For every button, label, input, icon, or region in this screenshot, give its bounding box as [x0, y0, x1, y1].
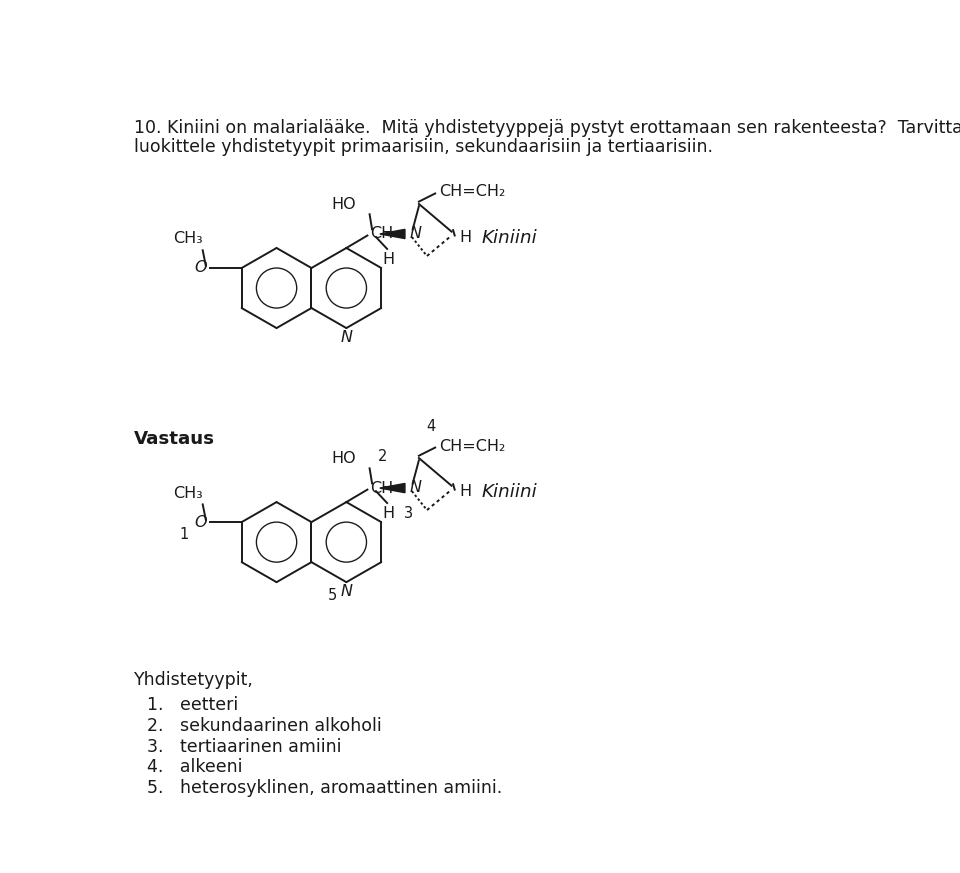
Text: N: N: [410, 226, 421, 241]
Text: CH=CH₂: CH=CH₂: [439, 184, 505, 199]
Text: HO: HO: [332, 197, 356, 212]
Text: 3: 3: [404, 506, 414, 521]
Text: HO: HO: [332, 451, 356, 466]
Text: 2.   sekundaarinen alkoholi: 2. sekundaarinen alkoholi: [147, 717, 382, 735]
Text: H: H: [459, 485, 471, 499]
Text: CH: CH: [371, 480, 394, 496]
Text: 10. Kiniini on malarialääke.  Mitä yhdistetyyppejä pystyt erottamaan sen rakente: 10. Kiniini on malarialääke. Mitä yhdist…: [134, 119, 960, 136]
Text: Yhdistetyypit,: Yhdistetyypit,: [134, 670, 253, 689]
Text: Kiniini: Kiniini: [481, 229, 537, 247]
Text: 5: 5: [327, 588, 337, 603]
Text: O: O: [194, 514, 206, 530]
Text: 5.   heterosyklinen, aromaattinen amiini.: 5. heterosyklinen, aromaattinen amiini.: [147, 780, 502, 797]
Text: CH=CH₂: CH=CH₂: [439, 438, 505, 454]
Text: H: H: [383, 506, 395, 521]
Text: H: H: [459, 230, 471, 245]
Text: CH₃: CH₃: [173, 485, 203, 500]
Text: luokittele yhdistetyypit primaarisiin, sekundaarisiin ja tertiaarisiin.: luokittele yhdistetyypit primaarisiin, s…: [134, 138, 713, 156]
Text: 1: 1: [180, 526, 189, 541]
Text: 4: 4: [426, 419, 436, 434]
Polygon shape: [380, 230, 405, 238]
Text: 1.   eetteri: 1. eetteri: [147, 696, 238, 714]
Text: CH₃: CH₃: [173, 231, 203, 246]
Text: H: H: [383, 252, 395, 267]
Text: 2: 2: [378, 449, 388, 464]
Text: 3.   tertiaarinen amiini: 3. tertiaarinen amiini: [147, 738, 342, 756]
Text: Vastaus: Vastaus: [134, 430, 215, 449]
Polygon shape: [380, 484, 405, 492]
Text: O: O: [194, 260, 206, 276]
Text: N: N: [410, 480, 421, 495]
Text: N: N: [341, 584, 352, 600]
Text: N: N: [341, 330, 352, 346]
Text: Kiniini: Kiniini: [481, 483, 537, 501]
Text: CH: CH: [371, 226, 394, 242]
Text: 4.   alkeeni: 4. alkeeni: [147, 759, 243, 776]
